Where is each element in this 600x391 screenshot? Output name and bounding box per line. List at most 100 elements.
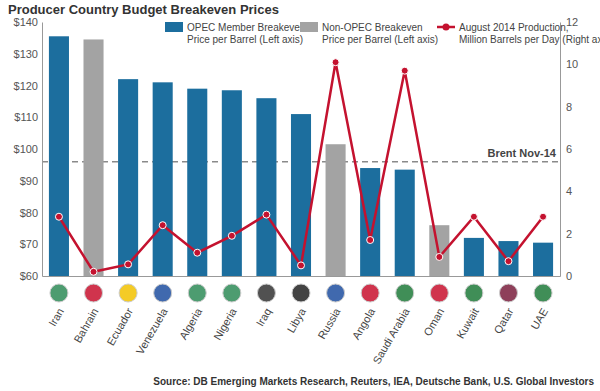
flag-icon <box>465 284 483 302</box>
tick: Russia <box>315 284 344 341</box>
legend-swatch <box>300 22 318 32</box>
flag-icon <box>396 284 414 302</box>
legend-swatch <box>443 24 450 31</box>
bar <box>291 114 311 276</box>
tick-label: $100 <box>14 143 38 155</box>
tick: 2 <box>560 228 572 240</box>
x-axis: IranBahrainEcuadorVenezuelaAlgeriaNigeri… <box>43 277 561 366</box>
tick-label: 8 <box>566 101 572 113</box>
source: Source: DB Emerging Markets Research, Re… <box>153 376 594 387</box>
flag-icon <box>430 284 448 302</box>
flag-icon <box>292 284 310 302</box>
tick-label: $80 <box>20 207 38 219</box>
tick: Algeria <box>177 284 206 342</box>
tick-label: $60 <box>20 270 38 282</box>
marker <box>505 258 512 265</box>
tick: Bahrain <box>71 284 102 345</box>
marker <box>540 213 547 220</box>
tick: Ecuador <box>104 284 137 347</box>
legend-item: Non-OPEC BreakevenPrice per Barrel (Left… <box>300 22 438 45</box>
tick-label: $70 <box>20 238 38 250</box>
tick: Oman <box>421 284 448 338</box>
bar <box>326 144 346 276</box>
marker <box>159 222 166 229</box>
legend-label-line: OPEC Member Breakeven <box>187 22 305 33</box>
marker <box>194 249 201 256</box>
chart: Producer Country Budget Breakeven Prices… <box>0 0 600 391</box>
tick-label: Qatar <box>491 306 515 336</box>
flag-icon <box>154 284 172 302</box>
tick-label: Angola <box>350 305 378 341</box>
tick-label: Iran <box>46 306 66 328</box>
flag-icon <box>50 284 68 302</box>
tick: 8 <box>560 101 572 113</box>
tick: 10 <box>560 58 578 70</box>
title: Producer Country Budget Breakeven Prices <box>8 2 279 17</box>
flag-icon <box>188 284 206 302</box>
tick: Libya <box>285 284 310 335</box>
bar <box>118 79 138 276</box>
flag-icon <box>85 284 103 302</box>
tick: $70 <box>20 238 42 250</box>
tick: Iran <box>46 284 68 328</box>
tick-label: 6 <box>566 143 572 155</box>
tick-label: 10 <box>566 58 578 70</box>
tick: Qatar <box>491 284 517 336</box>
tick-label: $90 <box>20 175 38 187</box>
flag-icon <box>119 284 137 302</box>
marker <box>470 213 477 220</box>
tick-label: Nigeria <box>211 305 239 342</box>
bar-series <box>83 39 449 276</box>
tick-label: 0 <box>566 270 572 282</box>
bar <box>83 39 103 276</box>
flag-icon <box>361 284 379 302</box>
bar <box>533 243 553 276</box>
tick: Saudi Arabia <box>370 284 414 366</box>
tick-label: $130 <box>14 48 38 60</box>
axis-line <box>42 23 43 277</box>
tick: $80 <box>20 207 42 219</box>
tick-label: Bahrain <box>71 306 100 345</box>
legend-label: August 2014 Production,Million Barrels p… <box>459 22 600 45</box>
bar <box>256 98 276 276</box>
marker <box>125 261 132 268</box>
reference-label: Brent Nov-14 <box>488 147 557 159</box>
tick: Nigeria <box>211 284 241 342</box>
legend-label: Non-OPEC BreakevenPrice per Barrel (Left… <box>322 22 438 45</box>
axis-line <box>560 23 561 277</box>
tick: 6 <box>560 143 572 155</box>
line-series <box>55 59 546 276</box>
plot-area <box>42 36 560 276</box>
tick-label: Kuwait <box>454 306 481 341</box>
flag-icon <box>257 284 275 302</box>
bar <box>395 170 415 276</box>
marker <box>228 232 235 239</box>
tick: $60 <box>20 270 42 282</box>
marker <box>263 211 270 218</box>
tick-label: Venezuela <box>134 305 171 356</box>
marker <box>90 268 97 275</box>
tick: $130 <box>14 48 42 60</box>
flag-icon <box>499 284 517 302</box>
legend: OPEC Member BreakevenPrice per Barrel (L… <box>165 22 600 45</box>
tick-label: Libya <box>285 305 309 335</box>
y2-axis: 024681012 <box>560 16 578 282</box>
y-axis: $60$70$80$90$100$110$120$130$140 <box>14 16 43 282</box>
bar <box>153 82 173 276</box>
legend-swatch <box>165 22 183 32</box>
tick-label: Saudi Arabia <box>370 305 412 366</box>
tick-label: Ecuador <box>104 306 135 348</box>
tick: 4 <box>560 185 572 197</box>
tick-label: Algeria <box>177 305 205 341</box>
tick: Angola <box>350 284 379 342</box>
marker <box>55 213 62 220</box>
tick-label: $140 <box>14 16 38 28</box>
line <box>59 62 543 272</box>
legend-label-line: August 2014 Production, <box>459 22 569 33</box>
legend-label-line: Non-OPEC Breakeven <box>322 22 423 33</box>
legend-label-line: Million Barrels per Day (Right axis) <box>459 34 600 45</box>
marker <box>436 253 443 260</box>
marker <box>401 67 408 74</box>
tick-label: 4 <box>566 185 572 197</box>
tick: Kuwait <box>454 284 483 341</box>
